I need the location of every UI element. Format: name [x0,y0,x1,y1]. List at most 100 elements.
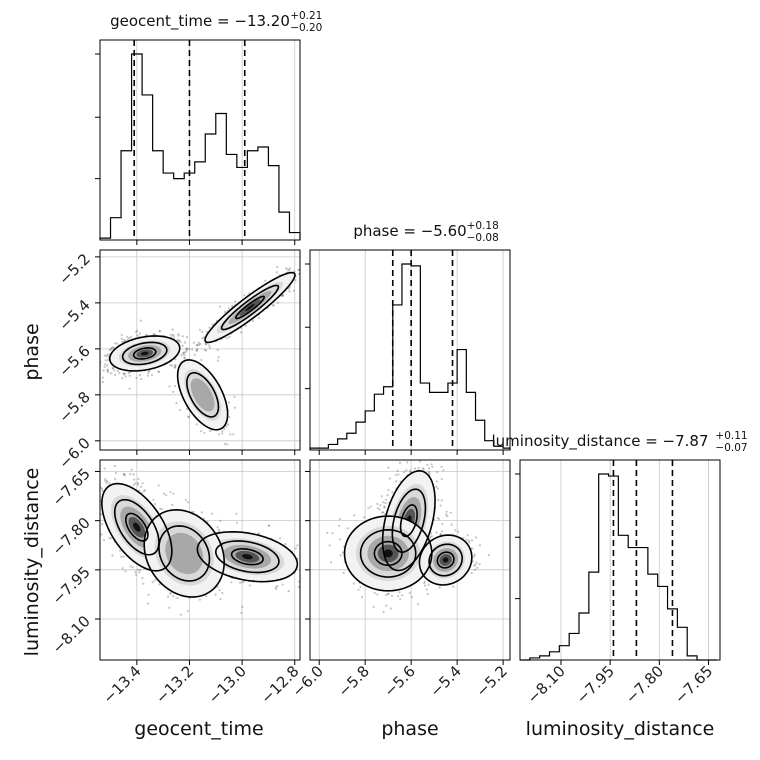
pair-geocent-time-vs-phase-scatter-point [257,316,260,319]
pair-geocent-time-vs-luminosity-distance-scatter-point [172,492,175,495]
pair-phase-vs-luminosity-distance-contour-mode-1 [436,551,455,569]
pair-geocent-time-vs-phase-scatter-point [106,364,109,367]
pair-phase-vs-luminosity-distance-scatter-point [406,461,409,464]
pair-geocent-time-vs-phase-scatter-point [195,343,198,347]
pair-geocent-time-vs-luminosity-distance-contour-mode-1 [214,540,280,574]
hist-luminosity-distance-background [520,460,720,660]
hist-geocent-time-grid [136,40,296,240]
pair-geocent-time-vs-phase-scatter-point [101,380,105,384]
pair-geocent-time-vs-phase-scatter-point [150,374,154,377]
pair-geocent-time-vs-phase-scatter-point [111,366,115,369]
pair-geocent-time-vs-phase-scatter-point [107,358,110,361]
pair-geocent-time-vs-luminosity-distance-scatter-point [157,484,160,487]
pair-phase-vs-luminosity-distance-scatter-point [402,471,405,474]
pair-geocent-time-vs-luminosity-distance-scatter-point [133,478,136,481]
pair-geocent-time-vs-luminosity-distance-scatter-point [134,570,137,574]
pair-phase-vs-luminosity-distance-scatter-point [422,468,425,471]
pair-geocent-time-vs-phase-contour-mode-0 [121,341,168,366]
pair-geocent-time-vs-phase-scatter-point [198,328,201,331]
pair-geocent-time-vs-luminosity-distance-scatter-point [168,606,171,609]
pair-geocent-time-vs-luminosity-distance-contour-mode-0 [124,512,149,542]
pair-geocent-time-vs-phase-scatter-point [171,333,174,336]
pair-geocent-time-vs-phase-scatter-point [174,364,177,367]
pair-phase-vs-luminosity-distance-scatter-point [465,538,468,542]
pair-geocent-time-vs-luminosity-distance-scatter-point [169,592,172,595]
pair-geocent-time-vs-luminosity-distance-scatter-point [151,580,154,584]
pair-phase-vs-luminosity-distance-scatter-point [470,572,473,575]
pair-geocent-time-vs-phase-scatter-point [223,442,226,446]
pair-phase-vs-luminosity-distance-scatter-point [409,470,412,474]
pair-phase-vs-luminosity-distance-scatter-point [342,571,345,575]
pair-phase-vs-luminosity-distance-scatter-point [475,561,478,564]
pair-phase-vs-luminosity-distance-scatter-point [441,522,444,525]
pair-geocent-time-vs-luminosity-distance-contour-mode-0 [101,482,173,572]
pair-geocent-time-vs-phase-scatter-point [178,408,181,412]
pair-geocent-time-vs-phase-scatter-point [200,358,203,362]
pair-phase-vs-luminosity-distance-scatter-point [467,541,471,544]
pair-phase-vs-luminosity-distance-scatter-point [390,594,394,598]
pair-geocent-time-vs-phase-scatter-point [172,335,175,338]
pair-geocent-time-vs-phase-scatter-point [233,406,236,409]
pair-phase-vs-luminosity-distance-scatter-point [381,511,384,514]
pair-geocent-time-vs-phase-scatter-point [158,330,161,333]
pair-phase-vs-luminosity-distance-scatter-point [470,539,474,542]
pair-phase-vs-luminosity-distance-scatter-point [424,584,427,587]
hist-geocent-time-title-plus: +0.21 [290,10,322,22]
pair-phase-vs-luminosity-distance-scatter-point [430,463,433,466]
pair-geocent-time-vs-phase-scatter-point [174,358,177,361]
hist-geocent-time-title-minus: −0.20 [290,22,322,34]
pair-geocent-time-vs-phase-scatter-point [106,369,109,372]
pair-phase-vs-luminosity-distance-scatter-point [430,532,433,535]
pair-geocent-time-vs-phase-content [100,265,300,446]
pair-geocent-time-vs-phase-scatter-point [218,305,221,308]
pair-geocent-time-vs-phase-scatter-point [105,354,108,357]
pair-geocent-time-vs-phase-scatter-point [184,341,187,344]
pair-geocent-time-vs-luminosity-distance-scatter-point [211,512,214,515]
pair-geocent-time-vs-luminosity-distance-scatter-point [219,598,222,601]
pair-phase-vs-luminosity-distance-scatter-point [417,466,420,470]
pair-geocent-time-vs-phase-scatter-point [244,324,247,327]
pair-geocent-time-vs-luminosity-distance-scatter-point [114,471,117,475]
pair-geocent-time-vs-phase-scatter-point [276,301,280,304]
pair-geocent-time-vs-phase-scatter-point [121,377,124,380]
pair-geocent-time-vs-phase-scatter-point [185,348,188,351]
pair-geocent-time-vs-phase-scatter-point [201,330,204,333]
pair-phase-vs-luminosity-distance-scatter-point [427,583,430,586]
pair-geocent-time-vs-phase-scatter-point [288,267,291,270]
pair-geocent-time-vs-phase-scatter-point [130,335,133,339]
pair-phase-vs-luminosity-distance-scatter-point [476,566,479,569]
pair-geocent-time-vs-luminosity-distance-scatter-point [111,554,114,557]
pair-geocent-time-vs-luminosity-distance-scatter-point [119,549,122,552]
pair-geocent-time-vs-phase-scatter-point [177,333,180,336]
pair-geocent-time-vs-luminosity-distance-scatter-point [123,473,126,476]
pair-geocent-time-vs-phase-scatter-point [138,332,141,335]
pair-geocent-time-vs-phase-scatter-point [110,348,113,351]
pair-geocent-time-vs-phase-scatter-point [221,430,224,433]
pair-geocent-time-vs-phase-scatter-point [186,415,190,418]
pair-geocent-time-vs-phase-scatter-point [193,353,196,356]
pair-geocent-time-vs-phase-scatter-point [158,329,161,333]
pair-geocent-time-vs-phase-scatter-point [171,364,174,367]
pair-phase-vs-luminosity-distance-contour-mode-2 [373,540,403,567]
hist-luminosity-distance-title-minus: −0.07 [715,442,747,454]
pair-geocent-time-vs-luminosity-distance-scatter-point [134,482,137,485]
pair-phase-vs-luminosity-distance-scatter-point [341,551,344,554]
pair-geocent-time-vs-luminosity-distance-scatter-point [120,555,123,558]
pair-geocent-time-vs-phase-scatter-point [168,385,171,388]
pair-geocent-time-vs-luminosity-distance-scatter-point [297,585,300,589]
pair-phase-vs-luminosity-distance-scatter-point [435,485,438,488]
pair-phase-vs-luminosity-distance-scatter-point [409,469,412,472]
pair-geocent-time-vs-phase-scatter-point [135,376,138,379]
pair-geocent-time-vs-phase-scatter-point [195,423,198,426]
pair-geocent-time-vs-phase-scatter-point [223,310,226,314]
pair-geocent-time-vs-luminosity-distance-scatter-point [165,493,168,497]
pair-phase-vs-luminosity-distance-scatter-point [357,588,360,591]
pair-phase-vs-luminosity-distance-scatter-point [331,532,334,535]
pair-geocent-time-vs-luminosity-distance-scatter-point [235,521,238,524]
pair-geocent-time-vs-phase-scatter-point [191,348,194,351]
pair-geocent-time-vs-luminosity-distance-scatter-point [248,584,251,587]
pair-geocent-time-vs-phase-density-mode-0 [141,351,149,356]
pair-geocent-time-vs-luminosity-distance-scatter-point [142,582,145,585]
pair-geocent-time-vs-phase-scatter-point [197,341,200,344]
pair-phase-vs-luminosity-distance-scatter-point [437,518,440,521]
